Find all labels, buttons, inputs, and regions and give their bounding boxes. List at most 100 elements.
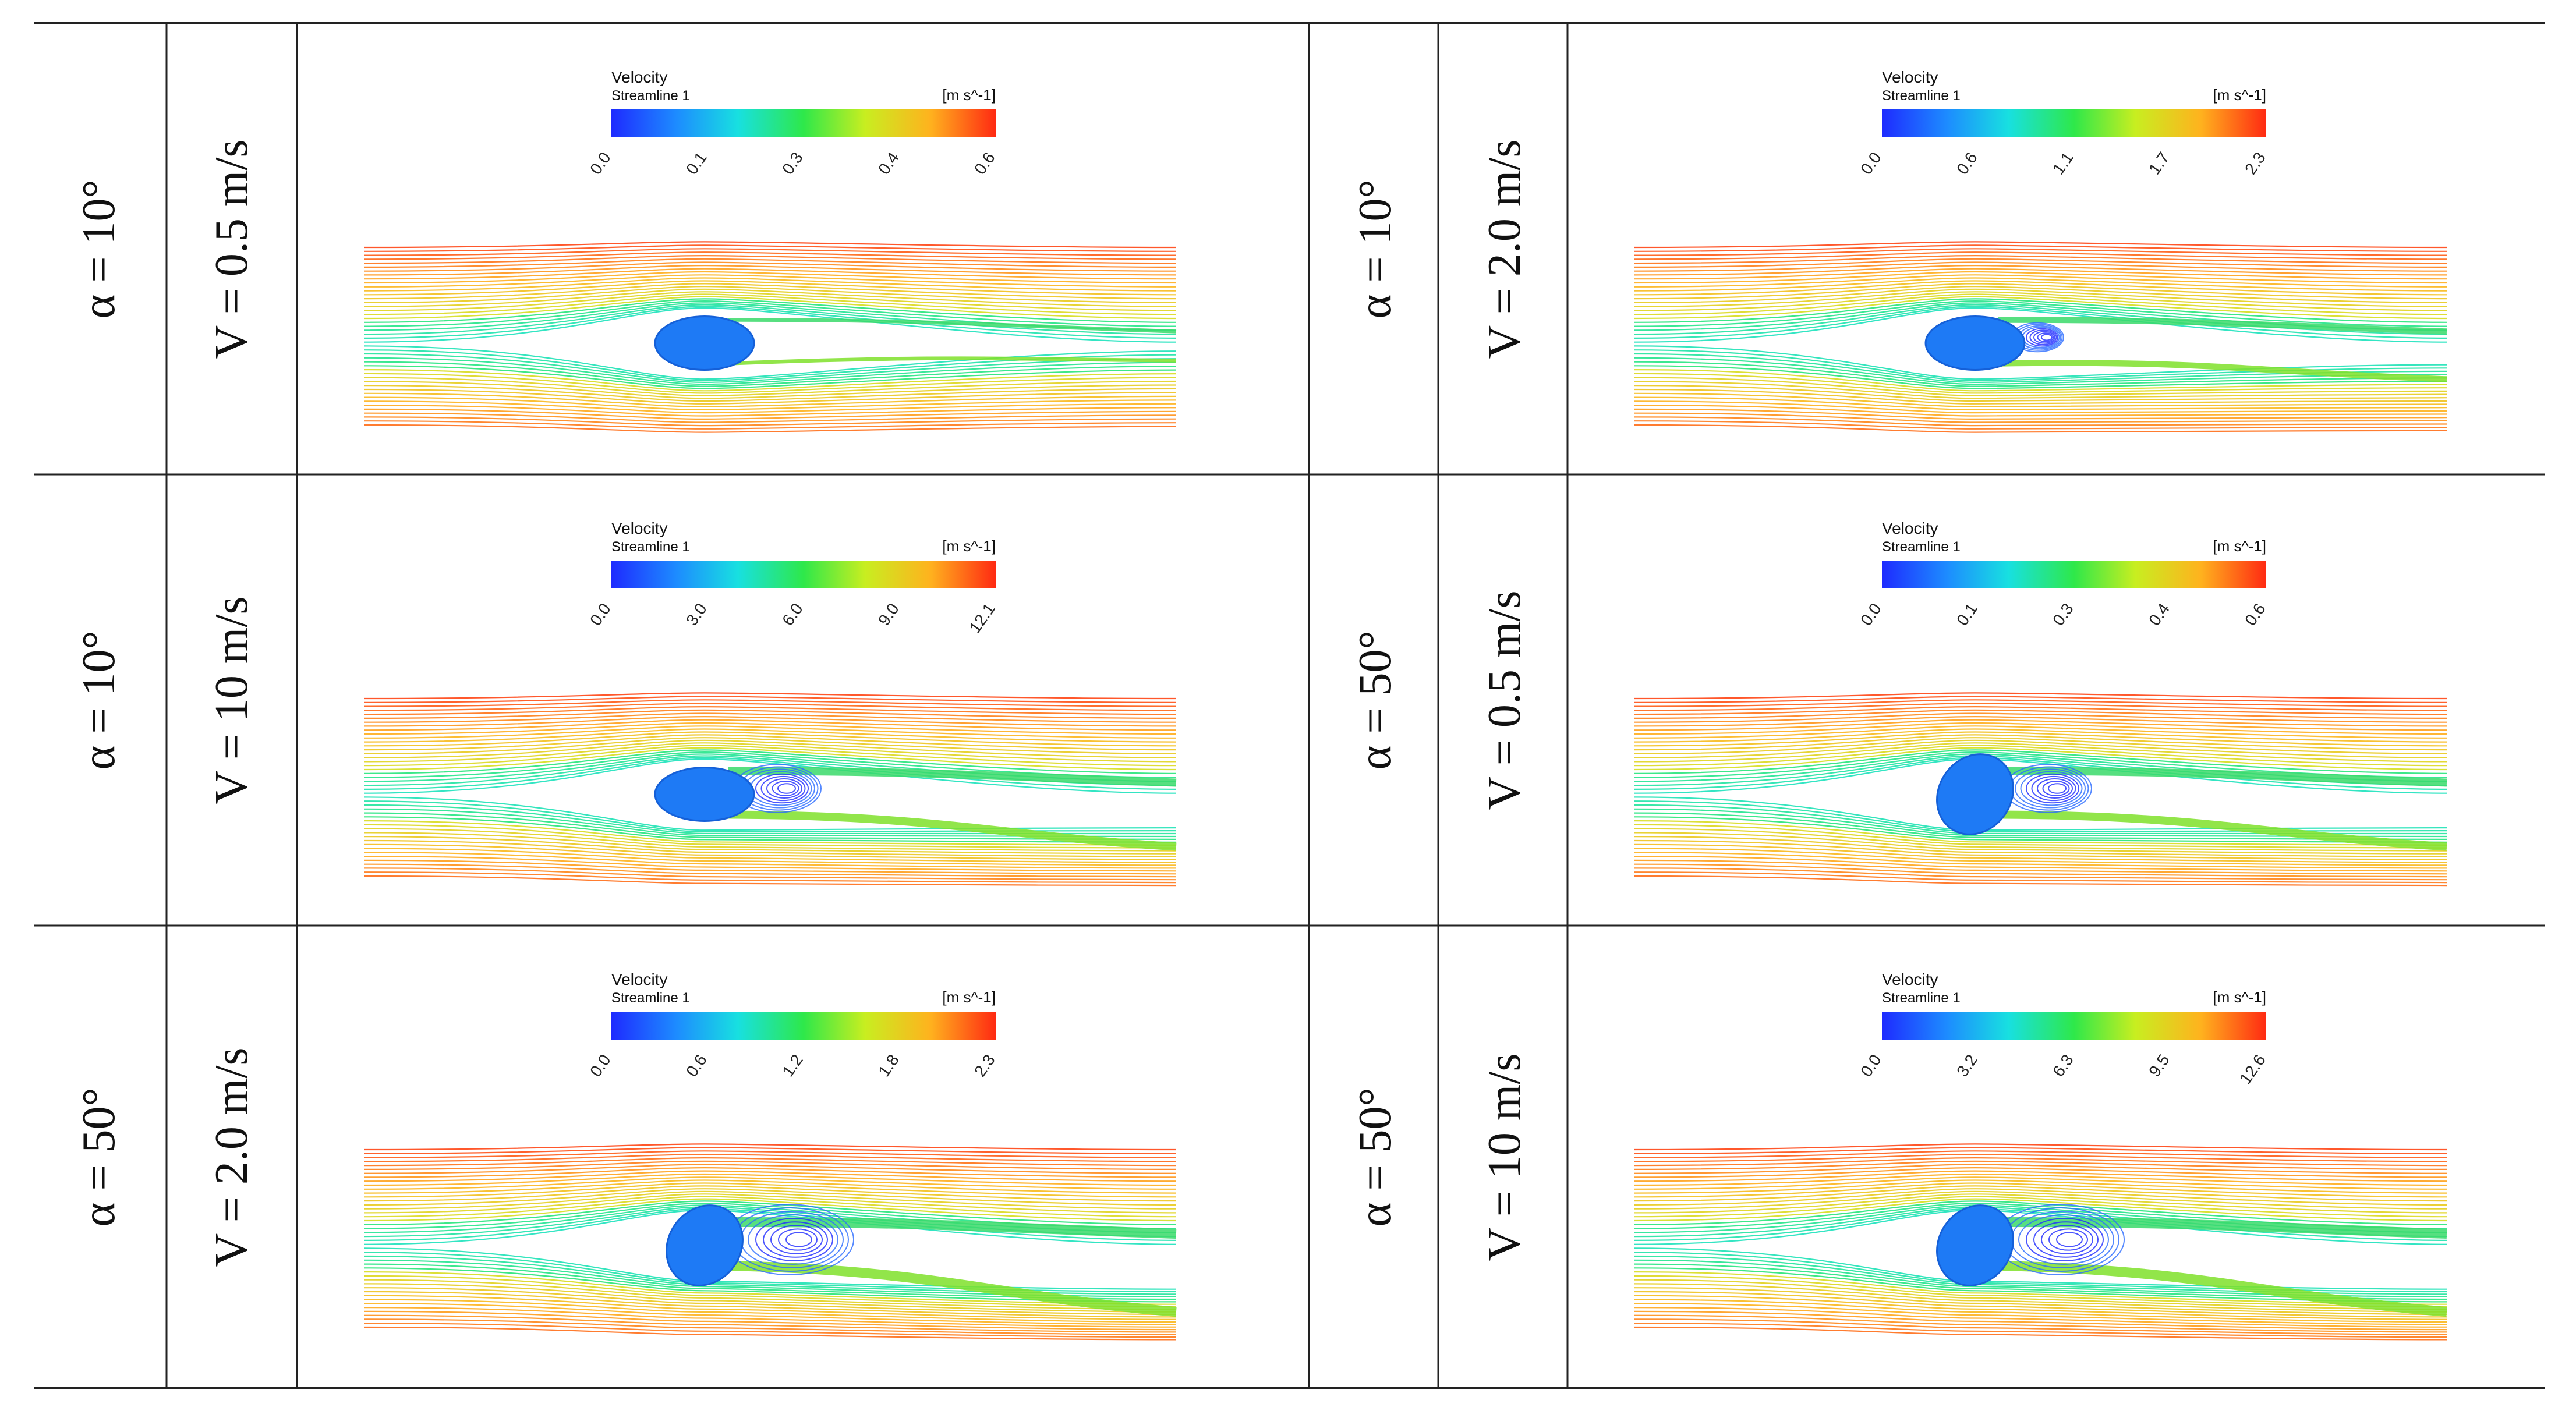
streamline xyxy=(1634,871,2447,884)
streamline xyxy=(1634,832,2447,855)
streamline xyxy=(1634,369,2447,392)
colorbar xyxy=(1882,1012,2266,1040)
streamline xyxy=(1634,742,2447,763)
angle-label: α = 50° xyxy=(1350,630,1401,770)
streamline xyxy=(363,392,1177,407)
streamline xyxy=(1634,747,2447,771)
streamline xyxy=(363,824,1177,849)
streamline xyxy=(363,268,1177,280)
streamline xyxy=(363,1190,1177,1210)
streamline xyxy=(1634,291,2447,311)
streamline xyxy=(1634,1160,2447,1170)
recirculation-loop xyxy=(2031,775,2076,802)
streamline xyxy=(1634,1267,2447,1303)
streamline xyxy=(1634,1154,2447,1162)
legend-tick-label: 2.3 xyxy=(2241,149,2269,178)
flow-panel-r1-left: Velocity Streamline 1 [m s^-1] 0.0 0.1 0.3 0.4… xyxy=(363,68,1177,433)
shear-layer-upper xyxy=(727,1217,1177,1239)
streamline xyxy=(1634,843,2447,863)
colorbar xyxy=(1882,561,2266,588)
legend-subtitle: Streamline 1 xyxy=(1882,539,1961,555)
streamline xyxy=(363,1263,1177,1300)
legend-tick-label: 9.0 xyxy=(875,600,903,629)
streamline xyxy=(363,280,1177,296)
streamline xyxy=(363,300,1177,327)
streamline xyxy=(363,306,1177,339)
streamline xyxy=(1634,1318,2447,1335)
recirculation-loop xyxy=(2041,1225,2093,1254)
shear-layer-upper xyxy=(1998,1217,2447,1239)
streamline xyxy=(1634,280,2447,296)
shear-layer-lower xyxy=(1998,810,2447,851)
legend-unit: [m s^-1] xyxy=(2213,537,2266,555)
legend-tick-label: 0.3 xyxy=(779,149,806,178)
legend-tick-label: 0.0 xyxy=(586,149,614,178)
streamline xyxy=(1634,1150,2447,1158)
angle-label: α = 50° xyxy=(73,1087,125,1226)
flow-panel-r1-right: Velocity Streamline 1 [m s^-1] 0.0 0.6 1.1 1.7… xyxy=(1634,68,2447,433)
streamline xyxy=(363,812,1177,840)
streamline xyxy=(363,734,1177,751)
streamline xyxy=(363,377,1177,396)
bluff-body xyxy=(1936,1204,2014,1286)
streamline xyxy=(1634,1287,2447,1316)
streamline xyxy=(363,244,1177,252)
streamline xyxy=(1634,1179,2447,1194)
streamline xyxy=(1634,1326,2447,1341)
streamline xyxy=(363,1160,1177,1170)
streamline xyxy=(363,1185,1177,1202)
recirculation-loop xyxy=(2018,1214,2109,1265)
shear-layer-upper xyxy=(1998,767,2447,787)
legend-unit: [m s^-1] xyxy=(2213,86,2266,104)
streamline xyxy=(1634,261,2447,272)
recirculation-loop xyxy=(2037,332,2054,342)
streamline xyxy=(363,816,1177,843)
streamline xyxy=(1634,307,2447,343)
streamline xyxy=(1634,1147,2447,1154)
streamline xyxy=(1634,298,2447,323)
streamline xyxy=(1634,244,2447,252)
streamline xyxy=(363,396,1177,411)
streamline xyxy=(363,385,1177,402)
streamline xyxy=(1634,268,2447,280)
streamline xyxy=(1634,283,2447,300)
streamline xyxy=(1634,875,2447,887)
streamline xyxy=(363,251,1177,260)
speed-label: V = 2.0 m/s xyxy=(206,1047,257,1267)
recirculation-loop xyxy=(772,781,799,796)
recirculation-loop xyxy=(763,1221,828,1258)
streamline xyxy=(1634,692,2447,700)
streamline xyxy=(1634,1283,2447,1313)
streamline xyxy=(363,728,1177,743)
streamline xyxy=(1634,828,2447,852)
streamline xyxy=(1634,300,2447,327)
recirculation-loop xyxy=(777,783,796,794)
streamline xyxy=(363,749,1177,774)
streamline xyxy=(1634,306,2447,339)
streamline xyxy=(1634,1143,2447,1151)
legend-tick-label: 0.0 xyxy=(1857,1051,1885,1080)
speed-label-r2-right: V = 0.5 m/s xyxy=(1479,590,1530,810)
streamline xyxy=(1634,824,2447,849)
angle-label: α = 10° xyxy=(1350,179,1401,318)
streamline xyxy=(363,725,1177,739)
streamline xyxy=(1634,728,2447,743)
speed-label: V = 2.0 m/s xyxy=(1479,139,1530,359)
recirculation-loop xyxy=(2048,1228,2088,1251)
streamline xyxy=(363,715,1177,727)
legend-tick-label: 1.8 xyxy=(875,1051,903,1080)
streamline xyxy=(363,747,1177,771)
streamline xyxy=(363,1198,1177,1222)
streamline xyxy=(1634,867,2447,881)
streamline xyxy=(1634,1182,2447,1198)
streamline xyxy=(1634,1193,2447,1214)
streamline xyxy=(363,1299,1177,1323)
colorbar xyxy=(1882,109,2266,137)
streamline xyxy=(1634,808,2447,838)
streamline xyxy=(363,365,1177,389)
legend-tick-label: 1.1 xyxy=(2049,149,2077,178)
streamline xyxy=(1634,388,2447,405)
streamline xyxy=(1634,1170,2447,1182)
legend-subtitle: Streamline 1 xyxy=(611,88,690,104)
streamline xyxy=(363,1314,1177,1333)
